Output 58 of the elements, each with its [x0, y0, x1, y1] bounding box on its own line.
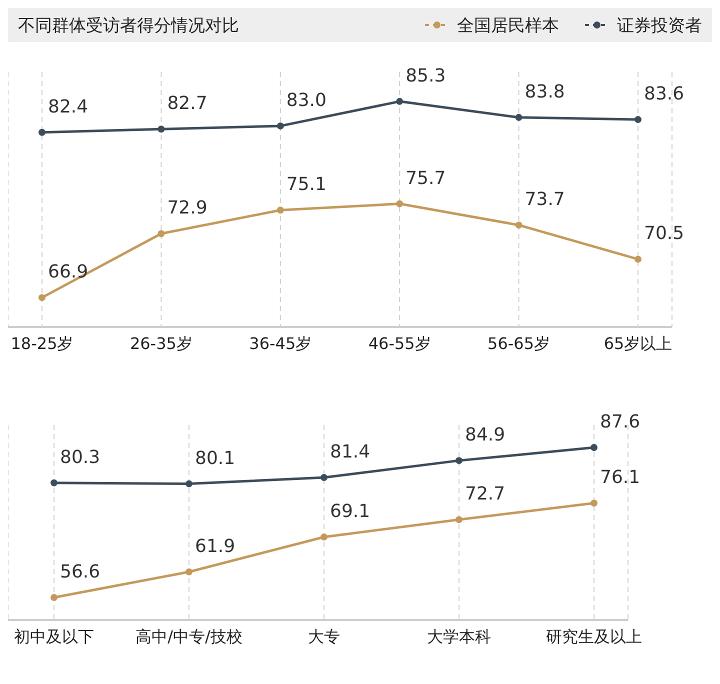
point	[515, 222, 522, 229]
x-tick-label: 大学本科	[427, 627, 491, 646]
point	[320, 474, 328, 481]
x-tick-label: 65岁以上	[604, 334, 672, 353]
x-tick-label: 18-25岁	[10, 334, 74, 353]
data-label: 81.4	[330, 442, 370, 462]
point	[396, 200, 404, 208]
point	[50, 594, 58, 601]
point	[634, 116, 642, 124]
data-label: 84.9	[465, 424, 506, 446]
data-label: 83.8	[524, 81, 565, 102]
point	[456, 516, 462, 524]
data-label: 83.6	[644, 84, 684, 105]
data-label: 70.5	[644, 223, 684, 244]
point	[38, 294, 46, 302]
point	[590, 500, 598, 507]
data-label: 61.9	[195, 536, 236, 557]
point	[634, 256, 642, 263]
point	[50, 479, 58, 486]
x-tick-label: 研究生及以上	[546, 627, 642, 646]
data-label: 75.7	[406, 168, 446, 189]
data-label: 82.4	[48, 96, 88, 118]
data-label: 66.9	[48, 262, 88, 283]
data-label: 82.7	[167, 93, 208, 114]
data-label: 76.1	[600, 467, 640, 488]
data-label: 72.7	[465, 484, 506, 505]
point	[590, 444, 598, 451]
legend-label: 证券投资者	[617, 14, 702, 36]
point	[38, 128, 46, 136]
data-label: 83.0	[286, 90, 326, 111]
point	[456, 457, 462, 464]
point	[158, 230, 165, 238]
data-label: 80.1	[195, 448, 236, 469]
point	[276, 206, 284, 214]
data-label: 73.7	[524, 189, 565, 210]
data-label: 69.1	[330, 501, 370, 522]
x-tick-label: 36-45岁	[249, 334, 312, 353]
point	[158, 126, 165, 133]
data-label: 85.3	[406, 65, 446, 86]
point	[186, 480, 192, 488]
data-label: 75.1	[286, 174, 326, 196]
point	[186, 568, 192, 576]
x-tick-label: 初中及以下	[14, 627, 94, 646]
x-tick-label: 大专	[308, 627, 340, 646]
x-tick-label: 高中/中专/技校	[136, 627, 242, 646]
point	[515, 114, 522, 121]
point	[396, 98, 404, 105]
x-tick-label: 56-65岁	[488, 334, 550, 353]
chart-title: 不同群体受访者得分情况对比	[18, 14, 239, 36]
x-tick-label: 46-55岁	[368, 334, 431, 353]
data-label: 80.3	[60, 446, 100, 468]
data-label: 72.9	[167, 198, 208, 219]
point	[320, 534, 328, 541]
data-label: 87.6	[600, 412, 640, 432]
data-label: 56.6	[60, 562, 100, 582]
legend-label: 全国居民样本	[457, 14, 559, 36]
x-tick-label: 26-35岁	[130, 334, 192, 353]
point	[276, 122, 284, 130]
